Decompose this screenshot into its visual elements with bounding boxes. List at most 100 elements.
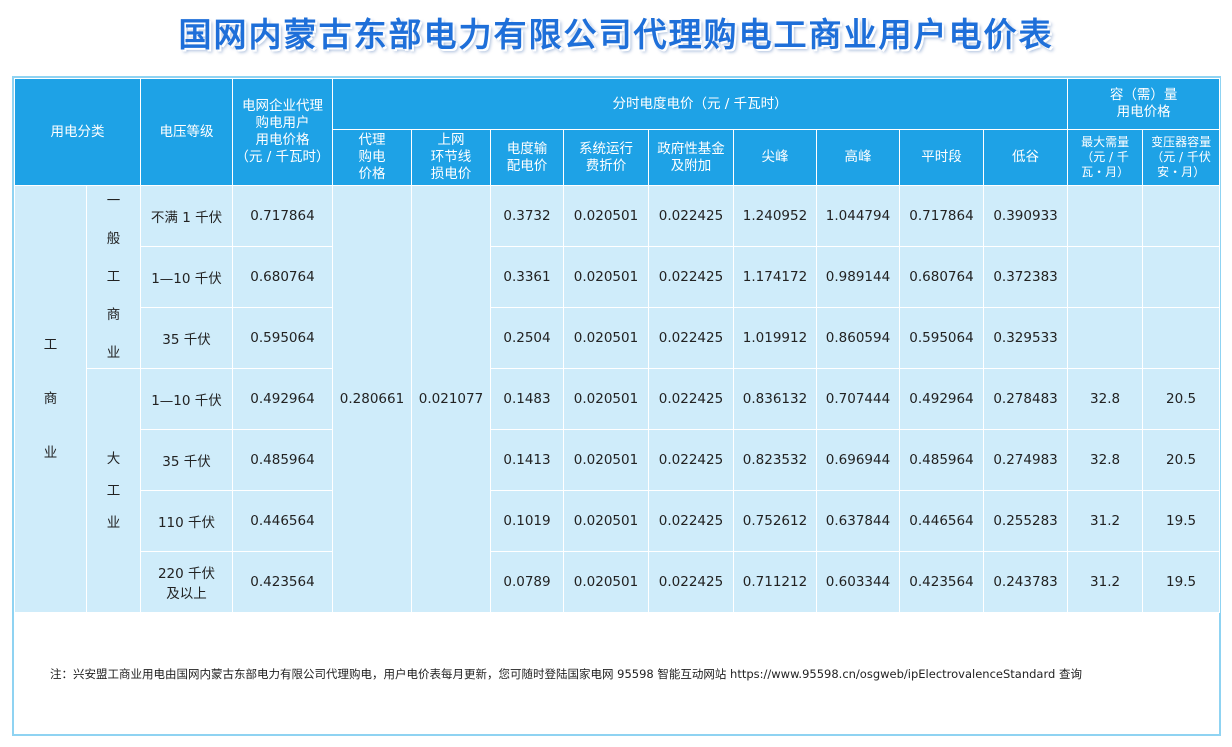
header-transformer-capacity: 变压器容量 （元 / 千伏 安・月） bbox=[1142, 129, 1221, 186]
valley-cell: 0.243783 bbox=[982, 551, 1069, 613]
government-fund-cell: 0.022425 bbox=[648, 185, 734, 247]
table-row: 35 千伏 0.595064 0.2504 0.020501 0.022425 … bbox=[15, 307, 1221, 369]
peak-cell: 1.044794 bbox=[816, 185, 900, 247]
valley-cell: 0.372383 bbox=[982, 246, 1069, 308]
valley-cell: 0.255283 bbox=[982, 490, 1069, 552]
peak-cell: 0.860594 bbox=[816, 307, 900, 369]
agent-price-cell: 0.680764 bbox=[232, 246, 333, 308]
transmission-cell: 0.3361 bbox=[490, 246, 564, 308]
header-peak: 高峰 bbox=[816, 129, 900, 186]
transmission-cell: 0.1483 bbox=[490, 368, 564, 430]
header-transmission: 电度输 配电价 bbox=[490, 129, 564, 186]
system-cost-cell: 0.020501 bbox=[563, 307, 649, 369]
valley-cell: 0.390933 bbox=[982, 185, 1069, 247]
header-voltage: 电压等级 bbox=[140, 78, 233, 186]
agent-purchase-price-cell: 0.280661 bbox=[332, 185, 412, 613]
header-agent-price: 电网企业代理 购电用户 用电价格 （元 / 千瓦时） bbox=[232, 78, 333, 186]
transformer-capacity-cell bbox=[1142, 307, 1221, 369]
flat-cell: 0.423564 bbox=[899, 551, 984, 613]
sharp-peak-cell: 0.823532 bbox=[733, 429, 817, 491]
header-category: 用电分类 bbox=[14, 78, 141, 186]
government-fund-cell: 0.022425 bbox=[648, 429, 734, 491]
header-agent-purchase: 代理 购电 价格 bbox=[332, 129, 412, 186]
government-fund-cell: 0.022425 bbox=[648, 307, 734, 369]
agent-price-cell: 0.492964 bbox=[232, 368, 333, 430]
sharp-peak-cell: 0.752612 bbox=[733, 490, 817, 552]
flat-cell: 0.492964 bbox=[899, 368, 984, 430]
max-demand-cell: 32.8 bbox=[1067, 429, 1144, 491]
flat-cell: 0.446564 bbox=[899, 490, 984, 552]
table-row: 220 千伏 及以上 0.423564 0.0789 0.020501 0.022… bbox=[15, 551, 1221, 613]
header-government-fund: 政府性基金 及附加 bbox=[648, 129, 734, 186]
category-large-cell: 大工业 bbox=[86, 368, 141, 613]
voltage-cell: 不满 1 千伏 bbox=[140, 185, 233, 247]
price-table-panel: 用电分类 电压等级 电网企业代理 购电用户 用电价格 （元 / 千瓦时） 分时电度电价… bbox=[12, 76, 1221, 736]
agent-price-cell: 0.595064 bbox=[232, 307, 333, 369]
table-row: 大工业 1—10 千伏 0.492964 0.1483 0.020501 0.0… bbox=[15, 368, 1221, 613]
sharp-peak-cell: 1.019912 bbox=[733, 307, 817, 369]
flat-cell: 0.717864 bbox=[899, 185, 984, 247]
valley-cell: 0.329533 bbox=[982, 307, 1069, 369]
transformer-capacity-cell: 20.5 bbox=[1142, 368, 1221, 430]
flat-cell: 0.680764 bbox=[899, 246, 984, 308]
government-fund-cell: 0.022425 bbox=[648, 490, 734, 552]
header-tou-group: 分时电度电价（元 / 千瓦时） bbox=[331, 78, 1069, 130]
transmission-cell: 0.0789 bbox=[490, 551, 564, 613]
valley-cell: 0.274983 bbox=[982, 429, 1069, 491]
transformer-capacity-cell: 19.5 bbox=[1142, 551, 1221, 613]
voltage-cell: 1—10 千伏 bbox=[140, 246, 233, 308]
header-valley: 低谷 bbox=[982, 129, 1069, 186]
transformer-capacity-cell: 20.5 bbox=[1142, 429, 1221, 491]
max-demand-cell bbox=[1067, 246, 1144, 308]
peak-cell: 0.603344 bbox=[816, 551, 900, 613]
max-demand-cell: 32.8 bbox=[1067, 368, 1144, 430]
transmission-cell: 0.1019 bbox=[490, 490, 564, 552]
system-cost-cell: 0.020501 bbox=[563, 551, 649, 613]
peak-cell: 0.707444 bbox=[816, 368, 900, 430]
header-network-loss: 上网 环节线 损电价 bbox=[411, 129, 491, 186]
voltage-cell: 35 千伏 bbox=[140, 429, 233, 491]
table-row: 110 千伏 0.446564 0.1019 0.020501 0.022425… bbox=[15, 490, 1221, 552]
system-cost-cell: 0.020501 bbox=[563, 185, 649, 247]
agent-price-cell: 0.717864 bbox=[232, 185, 333, 247]
category-general-cell: 一般工商业 bbox=[86, 185, 141, 369]
sharp-peak-cell: 1.174172 bbox=[733, 246, 817, 308]
header-system-cost: 系统运行 费折价 bbox=[563, 129, 649, 186]
transmission-cell: 0.3732 bbox=[490, 185, 564, 247]
header-flat: 平时段 bbox=[899, 129, 984, 186]
government-fund-cell: 0.022425 bbox=[648, 246, 734, 308]
sharp-peak-cell: 0.711212 bbox=[733, 551, 817, 613]
agent-price-cell: 0.446564 bbox=[232, 490, 333, 552]
transformer-capacity-cell bbox=[1142, 185, 1221, 247]
voltage-cell: 220 千伏 及以上 bbox=[140, 551, 233, 613]
agent-price-cell: 0.485964 bbox=[232, 429, 333, 491]
table-row: 35 千伏 0.485964 0.1413 0.020501 0.022425 … bbox=[15, 429, 1221, 491]
system-cost-cell: 0.020501 bbox=[563, 246, 649, 308]
system-cost-cell: 0.020501 bbox=[563, 490, 649, 552]
system-cost-cell: 0.020501 bbox=[563, 429, 649, 491]
network-loss-price-cell: 0.021077 bbox=[411, 185, 491, 613]
system-cost-cell: 0.020501 bbox=[563, 368, 649, 430]
sharp-peak-cell: 1.240952 bbox=[733, 185, 817, 247]
transformer-capacity-cell bbox=[1142, 246, 1221, 308]
page-title: 国网内蒙古东部电力有限公司代理购电工商业用户电价表 bbox=[178, 15, 1054, 54]
voltage-cell: 1—10 千伏 bbox=[140, 368, 233, 430]
government-fund-cell: 0.022425 bbox=[648, 368, 734, 430]
table-row: 1—10 千伏 0.680764 0.3361 0.020501 0.02242… bbox=[15, 246, 1221, 308]
category-main-cell: 工商业 bbox=[14, 185, 87, 613]
max-demand-cell: 31.2 bbox=[1067, 490, 1144, 552]
header-max-demand: 最大需量 （元 / 千瓦・月） bbox=[1067, 129, 1144, 186]
price-table: 用电分类 电压等级 电网企业代理 购电用户 用电价格 （元 / 千瓦时） 分时电度电价… bbox=[14, 78, 1221, 613]
voltage-cell: 35 千伏 bbox=[140, 307, 233, 369]
transmission-cell: 0.1413 bbox=[490, 429, 564, 491]
peak-cell: 0.637844 bbox=[816, 490, 900, 552]
flat-cell: 0.595064 bbox=[899, 307, 984, 369]
max-demand-cell bbox=[1067, 185, 1144, 247]
header-capacity-group: 容（需）量 用电价格 bbox=[1067, 78, 1221, 130]
transformer-capacity-cell: 19.5 bbox=[1142, 490, 1221, 552]
header-sharp-peak: 尖峰 bbox=[733, 129, 817, 186]
table-row: 工商业 一般工商业 不满 1 千伏 0.717864 0.280661 0.02… bbox=[14, 185, 1221, 613]
footnote: 注：兴安盟工商业用电由国网内蒙古东部电力有限公司代理购电，用户电价表每月更新，您… bbox=[50, 667, 1082, 681]
sharp-peak-cell: 0.836132 bbox=[733, 368, 817, 430]
max-demand-cell bbox=[1067, 307, 1144, 369]
